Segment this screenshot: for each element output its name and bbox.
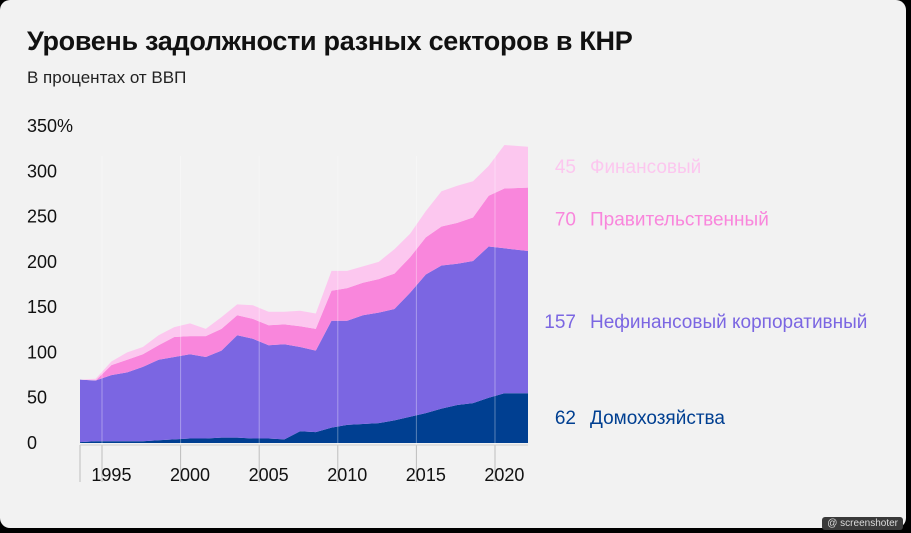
y-tick-label: 250: [27, 207, 57, 227]
x-tick-label: 2015: [406, 465, 446, 485]
series-value-label-2: 157: [544, 312, 576, 333]
area-series-2: [80, 246, 528, 443]
chart-title: Уровень задолжности разных секторов в КН…: [27, 26, 633, 56]
series-name-label-4: Финансовый: [590, 157, 701, 178]
series-name-label-3: Правительственный: [590, 209, 769, 230]
x-tick-label: 2010: [327, 465, 367, 485]
area-series-3: [80, 187, 528, 381]
y-tick-label: 200: [27, 252, 57, 272]
series-name-label-2: Нефинансовый корпоративный: [590, 312, 867, 333]
y-tick-label: 0: [27, 433, 37, 453]
x-tick-label: 2020: [484, 465, 524, 485]
y-tick-label: 50: [27, 388, 47, 408]
chart-subtitle: В процентах от ВВП: [27, 68, 187, 87]
x-tick-label: 2005: [249, 465, 289, 485]
y-tick-label: 350%: [27, 116, 73, 136]
area-series-1: [80, 393, 528, 443]
y-tick-label: 300: [27, 161, 57, 181]
series-value-label-1: 62: [555, 408, 576, 429]
series-name-label-1: Домохозяйства: [590, 408, 725, 429]
watermark: @ screenshoter: [822, 517, 903, 530]
x-tick-label: 2000: [170, 465, 210, 485]
area-series-4: [80, 145, 528, 381]
y-tick-label: 150: [27, 297, 57, 317]
series-value-label-3: 70: [555, 209, 576, 230]
y-tick-label: 100: [27, 342, 57, 362]
series-value-label-4: 45: [555, 157, 576, 178]
x-tick-label: 1995: [91, 465, 131, 485]
